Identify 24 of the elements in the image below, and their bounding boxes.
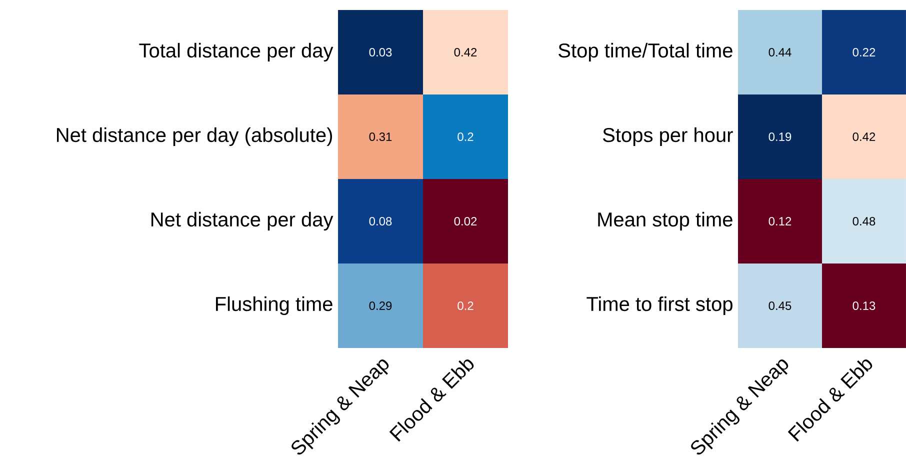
- y-tick-label: Stop time/Total time: [558, 42, 732, 62]
- y-tick-label: Net distance per day: [151, 212, 334, 231]
- data-label: 0.12: [768, 216, 792, 226]
- data-label: 0.2: [458, 132, 474, 142]
- data-label: 0.03: [369, 48, 392, 57]
- data-label: 0.13: [852, 301, 876, 310]
- data-label: 0.08: [369, 216, 392, 226]
- data-label: 0.29: [369, 301, 392, 310]
- y-tick-label: Total distance per day: [139, 42, 334, 62]
- data-label: 0.48: [852, 216, 876, 226]
- data-label: 0.31: [369, 132, 392, 142]
- data-label: 0.2: [458, 301, 474, 310]
- y-tick-label: Flushing time: [216, 296, 332, 316]
- y-tick-label: Mean stop time: [598, 212, 732, 231]
- y-tick-label: Net distance per day (absolute): [57, 127, 332, 146]
- data-label: 0.02: [454, 216, 477, 226]
- y-tick-label: Time to first stop: [586, 296, 732, 316]
- data-label: 0.19: [768, 132, 792, 142]
- data-label: 0.45: [768, 301, 792, 310]
- data-label: 0.42: [852, 132, 876, 142]
- data-label: 0.22: [852, 48, 876, 57]
- data-label: 0.42: [454, 48, 477, 57]
- y-tick-label: Stops per hour: [603, 127, 733, 146]
- data-label: 0.44: [768, 48, 792, 57]
